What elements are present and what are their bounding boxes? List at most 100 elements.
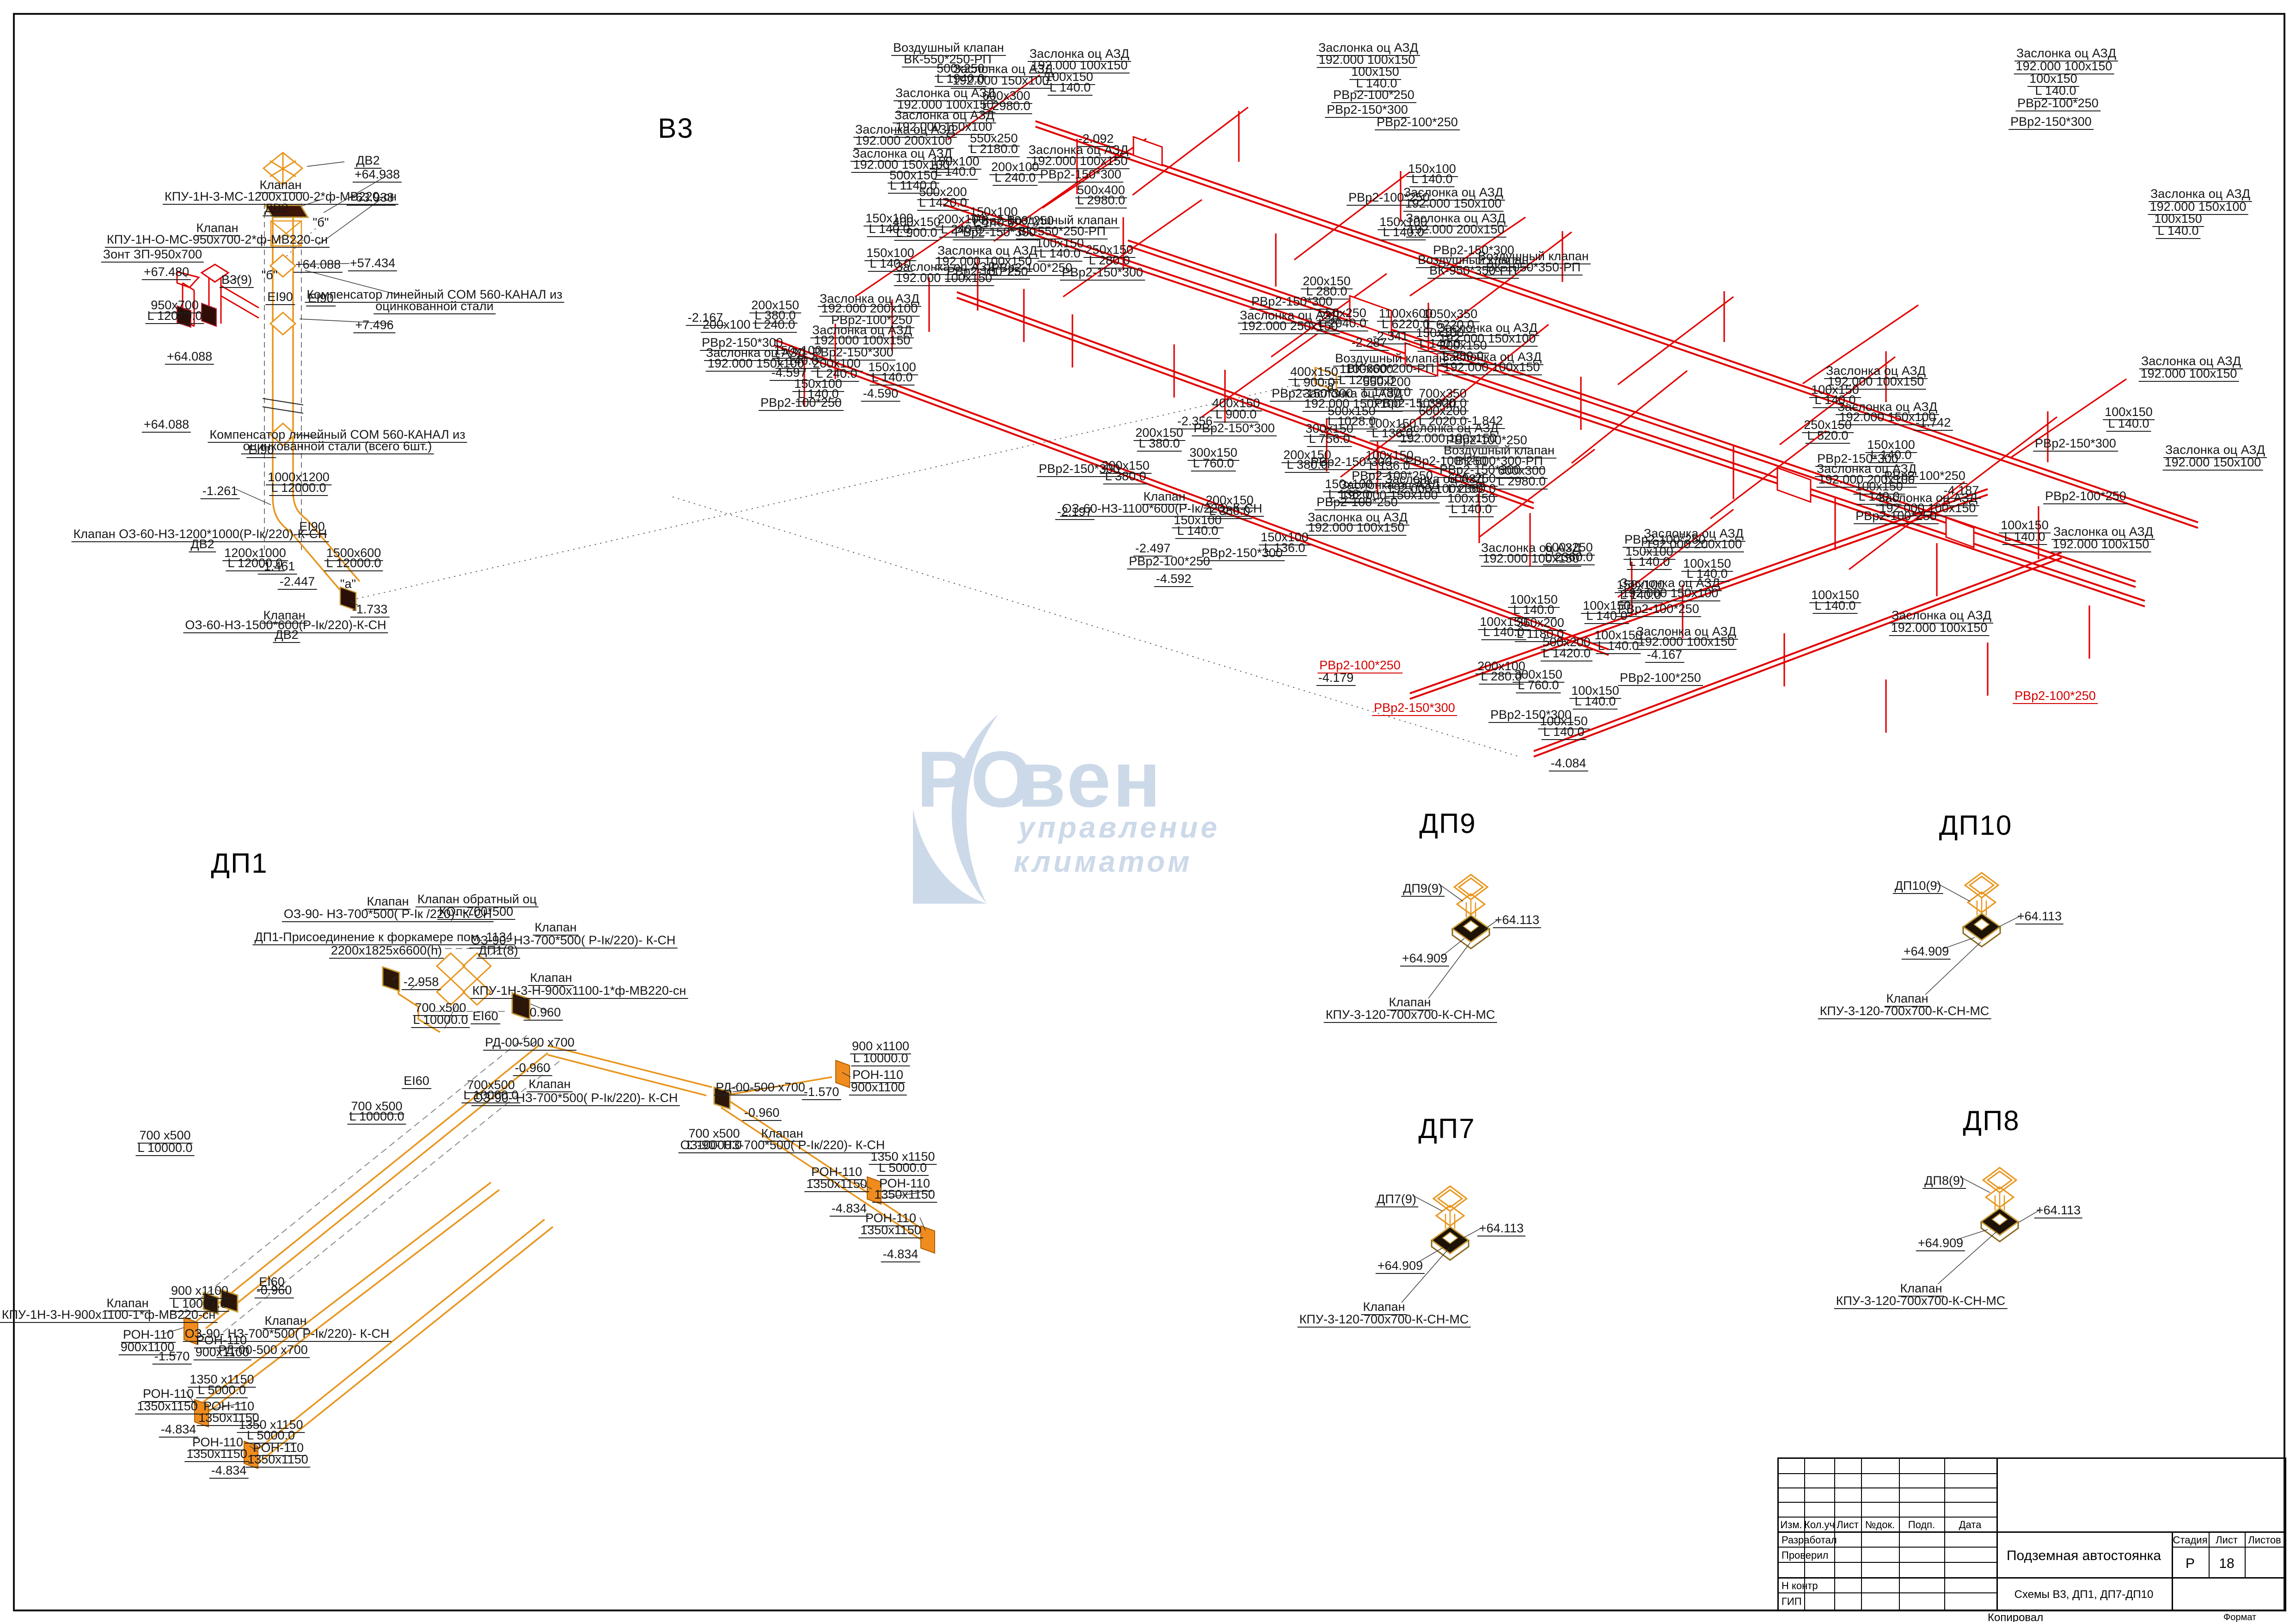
callout-label: 100х150 xyxy=(1592,628,1644,644)
callout-label: РВр2-150*300 xyxy=(1060,265,1145,281)
system-heading-dp9: ДП9 xyxy=(1419,808,1476,839)
callout-label: -1.570 xyxy=(802,1085,841,1101)
callout-label: Клапан xyxy=(1387,995,1433,1011)
callout-label: КПУ-3-120-700х700-К-СН-МС xyxy=(1818,1004,1991,1020)
callout-label: 192.000 150х100 xyxy=(1339,488,1440,504)
callout-label: 250х150 xyxy=(1084,243,1135,258)
callout-label: РОН-110 xyxy=(251,1441,306,1457)
callout-label: РВр2-100*250 xyxy=(1444,433,1529,449)
tb-col-dok: №док. xyxy=(1865,1519,1895,1530)
dp10-unit-icon xyxy=(1962,872,2001,948)
system-heading-v3: В3 xyxy=(658,113,694,144)
callout-label: -4.834 xyxy=(209,1463,249,1479)
callout-label: РВр2-150*300 xyxy=(1488,708,1574,723)
callout-label: -2.958 xyxy=(401,975,441,991)
callout-label: РОН-110 xyxy=(202,1399,256,1415)
callout-label: 100х150 xyxy=(1581,599,1633,614)
callout-label: L 140.0 xyxy=(1047,80,1093,96)
callout-label: 200х100 L 240.0 xyxy=(700,318,797,333)
callout-label: Заслонка оц АЗД xyxy=(1835,400,1940,416)
callout-label: 100х150 xyxy=(1043,70,1095,86)
callout-label: 1350х1150 xyxy=(184,1447,249,1463)
callout-label: Заслонка оц АЗД xyxy=(1479,541,1583,557)
callout-label: +67.480 xyxy=(141,265,191,281)
callout-label: L 520.0 xyxy=(1805,428,1850,444)
callout-label: 192.000 100х150 xyxy=(1441,360,1542,376)
callout-label: 700 х500 xyxy=(686,1126,742,1142)
callout-label: ДП8(9) xyxy=(1923,1174,1966,1189)
callout-label: -2.447 xyxy=(277,575,317,590)
callout-label: 192.000 150х100 xyxy=(1437,331,1538,347)
callout-label: Клапан xyxy=(527,1077,573,1093)
dp7-unit-icon xyxy=(1431,1185,1469,1261)
callout-label: ОЗ-90- НЗ-700*500( Р-Iк/220)- К-СН xyxy=(183,1327,392,1342)
callout-label: -0.960 xyxy=(523,1005,563,1021)
callout-label: +64.909 xyxy=(1901,944,1951,960)
callout-label: 200х100 xyxy=(811,356,863,372)
callout-label: +64.113 xyxy=(2015,909,2064,925)
callout-label: 150х100 xyxy=(1172,513,1224,529)
callout-label: 100х150 xyxy=(1364,448,1415,464)
callout-label: РВр2-150*300 xyxy=(810,345,895,361)
callout-label: EI90 xyxy=(265,290,295,306)
callout-label: 192.000 150х100 xyxy=(2148,200,2248,215)
callout-label: Заслонка оц АЗД xyxy=(1396,421,1501,437)
callout-label: Клапан xyxy=(528,971,574,986)
callout-label: EI60 xyxy=(402,1074,431,1089)
callout-label: +64.909 xyxy=(1916,1236,1965,1252)
callout-label: 500х200 xyxy=(917,185,969,201)
callout-label: Воздушный клапан xyxy=(1333,351,1448,367)
callout-label: 1350х1150 xyxy=(135,1399,200,1415)
callout-label: РВр2-150*300 xyxy=(1438,463,1523,478)
callout-label: КПУ-3-120-700х700-К-СН-МС xyxy=(1297,1312,1471,1328)
callout-label: L 2980.0 xyxy=(1075,193,1127,209)
callout-label: -4.597 xyxy=(769,366,809,381)
callout-label: Заслонка оц АЗД xyxy=(1814,462,1919,477)
callout-label: 1500х600 xyxy=(324,546,383,562)
callout-label: L 760.0 xyxy=(1516,678,1561,694)
callout-label: 200х150 xyxy=(1437,338,1489,354)
callout-label: +64.909 xyxy=(1400,951,1450,967)
callout-label: -4.590 xyxy=(861,386,900,402)
callout-label: 192.000 100х150 xyxy=(1889,621,1990,637)
callout-label: L 140.0 xyxy=(1037,246,1083,262)
callout-label: Клапан xyxy=(1898,1281,1944,1297)
callout-label: L 140.0 xyxy=(2033,84,2078,99)
callout-label: L 900.0 xyxy=(1213,407,1259,423)
callout-label: +64.113 xyxy=(2034,1203,2083,1219)
callout-label: -2.167 xyxy=(686,311,725,326)
callout-label: 900х1100 xyxy=(193,1345,251,1361)
callout-label: КПУ-1Н-3-Н-900х1100-1*ф-МВ220-сн xyxy=(470,984,688,999)
callout-label: L 10000.0 xyxy=(851,1051,910,1067)
callout-label: L 12000.0 xyxy=(145,309,204,324)
callout-label: Заслонка оц АЗД xyxy=(1435,321,1540,337)
callout-label: Заслонка оц АЗД xyxy=(1875,491,1980,507)
tb-col-podp: Подп. xyxy=(1908,1519,1935,1530)
callout-label: 700 х500 xyxy=(413,1001,468,1016)
callout-label: 1050х350 xyxy=(1420,307,1480,323)
callout-label: -1.461 xyxy=(257,559,297,575)
callout-label: L 140.0 xyxy=(868,257,913,272)
callout-label: -2.341 xyxy=(1371,329,1410,345)
callout-label: +63.938 xyxy=(346,190,396,206)
callout-label: 500х200 xyxy=(1541,635,1592,651)
callout-label: 250х150 xyxy=(1802,418,1854,434)
callout-label: 192.000 100х150 xyxy=(895,98,996,113)
tb-staff-nkontr: Н контр xyxy=(1782,1580,1818,1591)
callout-label: Заслонка оц АЗД xyxy=(1026,143,1131,159)
callout-label: 192.000 100х150 xyxy=(1306,520,1407,536)
callout-label: L 140.0 xyxy=(1684,567,1730,582)
callout-label: 1350х1150 xyxy=(804,1177,869,1193)
callout-label: L 1780.0 xyxy=(1360,385,1413,401)
callout-label: 300х150 xyxy=(1304,422,1355,437)
callout-label: L 380.0 xyxy=(1285,458,1330,473)
callout-label: -2.356 xyxy=(1175,414,1215,430)
callout-label: РОН-110 xyxy=(141,1387,196,1402)
callout-label: Заслонка оц АЗД xyxy=(1383,472,1487,488)
callout-label: Заслонка оц АЗД xyxy=(1237,308,1342,324)
callout-label: 192.000 100х150 xyxy=(812,333,912,349)
callout-label: Заслонка оц АЗД xyxy=(1439,350,1544,366)
callout-label: 150х100 xyxy=(930,154,981,170)
callout-label: ДП7(9) xyxy=(1375,1192,1418,1208)
